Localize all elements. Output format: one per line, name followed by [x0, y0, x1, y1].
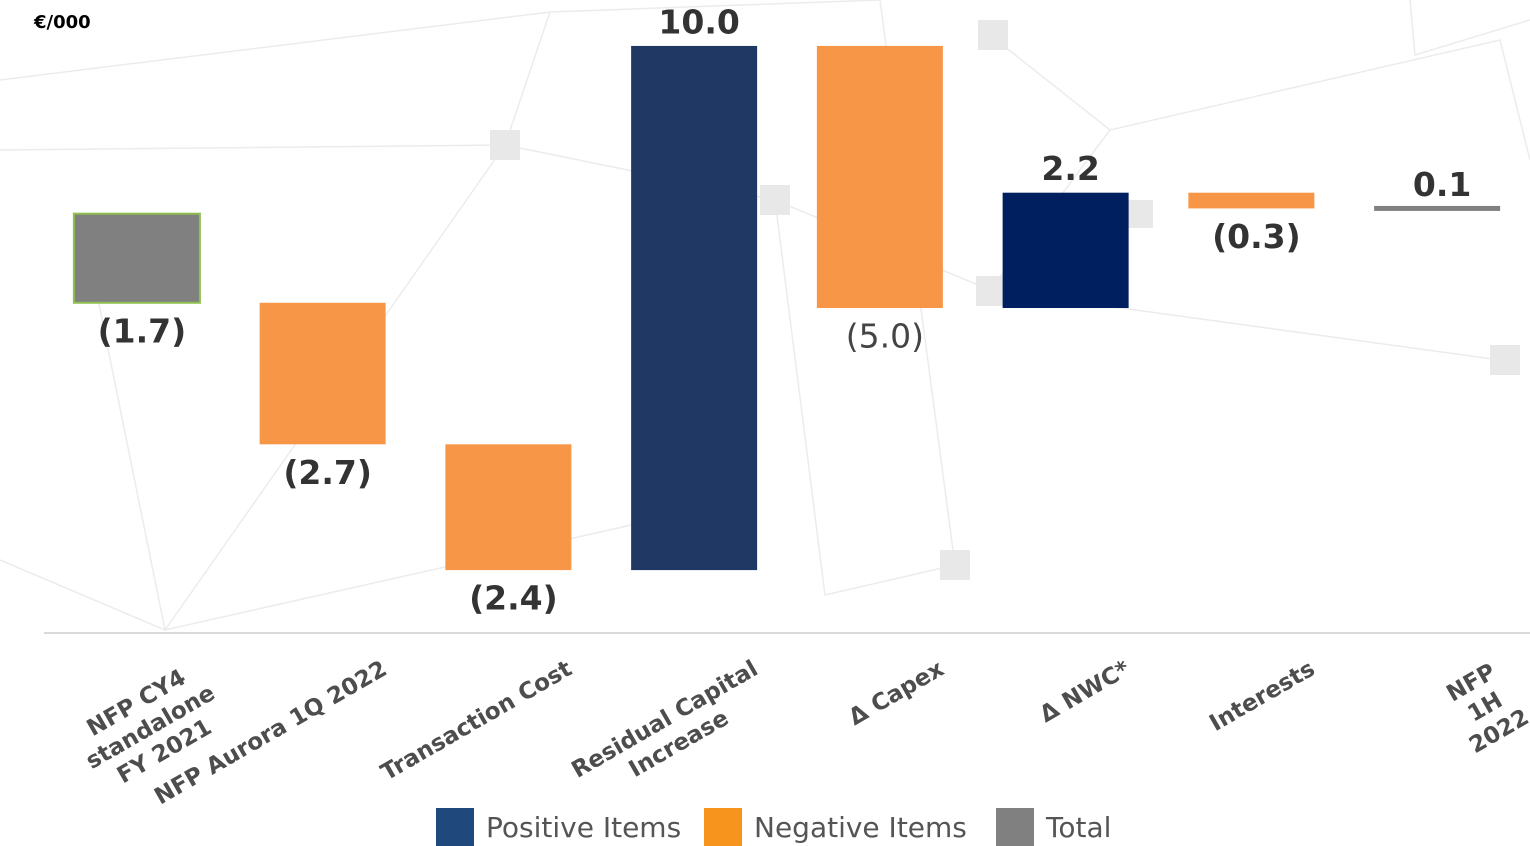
unit-label: €/000	[34, 12, 91, 33]
value-label: (5.0)	[846, 317, 924, 356]
value-label: (0.3)	[1212, 217, 1301, 256]
value-label: (2.4)	[469, 579, 558, 618]
bar	[259, 302, 386, 445]
value-label: 2.2	[1041, 149, 1099, 188]
value-label: 10.0	[658, 2, 739, 41]
legend-label: Negative Items	[754, 810, 967, 844]
legend-swatch	[704, 808, 742, 846]
legend-item: Negative Items	[704, 808, 967, 846]
value-label: 0.1	[1413, 165, 1471, 204]
legend-item: Total	[996, 808, 1111, 846]
legend-label: Positive Items	[486, 810, 682, 844]
bar	[1002, 192, 1129, 309]
bar	[631, 45, 758, 571]
value-label: (2.7)	[283, 453, 372, 492]
legend-label: Total	[1046, 810, 1112, 844]
bar	[72, 212, 201, 304]
legend-item: Positive Items	[436, 808, 681, 846]
value-label: (1.7)	[98, 311, 187, 350]
bar	[445, 444, 572, 571]
background-network	[0, 0, 1530, 631]
bar	[816, 45, 943, 309]
bar	[1374, 205, 1501, 211]
legend-swatch	[996, 808, 1034, 846]
bar	[1188, 192, 1315, 209]
background-nodes	[490, 20, 1520, 580]
legend-swatch	[436, 808, 474, 846]
